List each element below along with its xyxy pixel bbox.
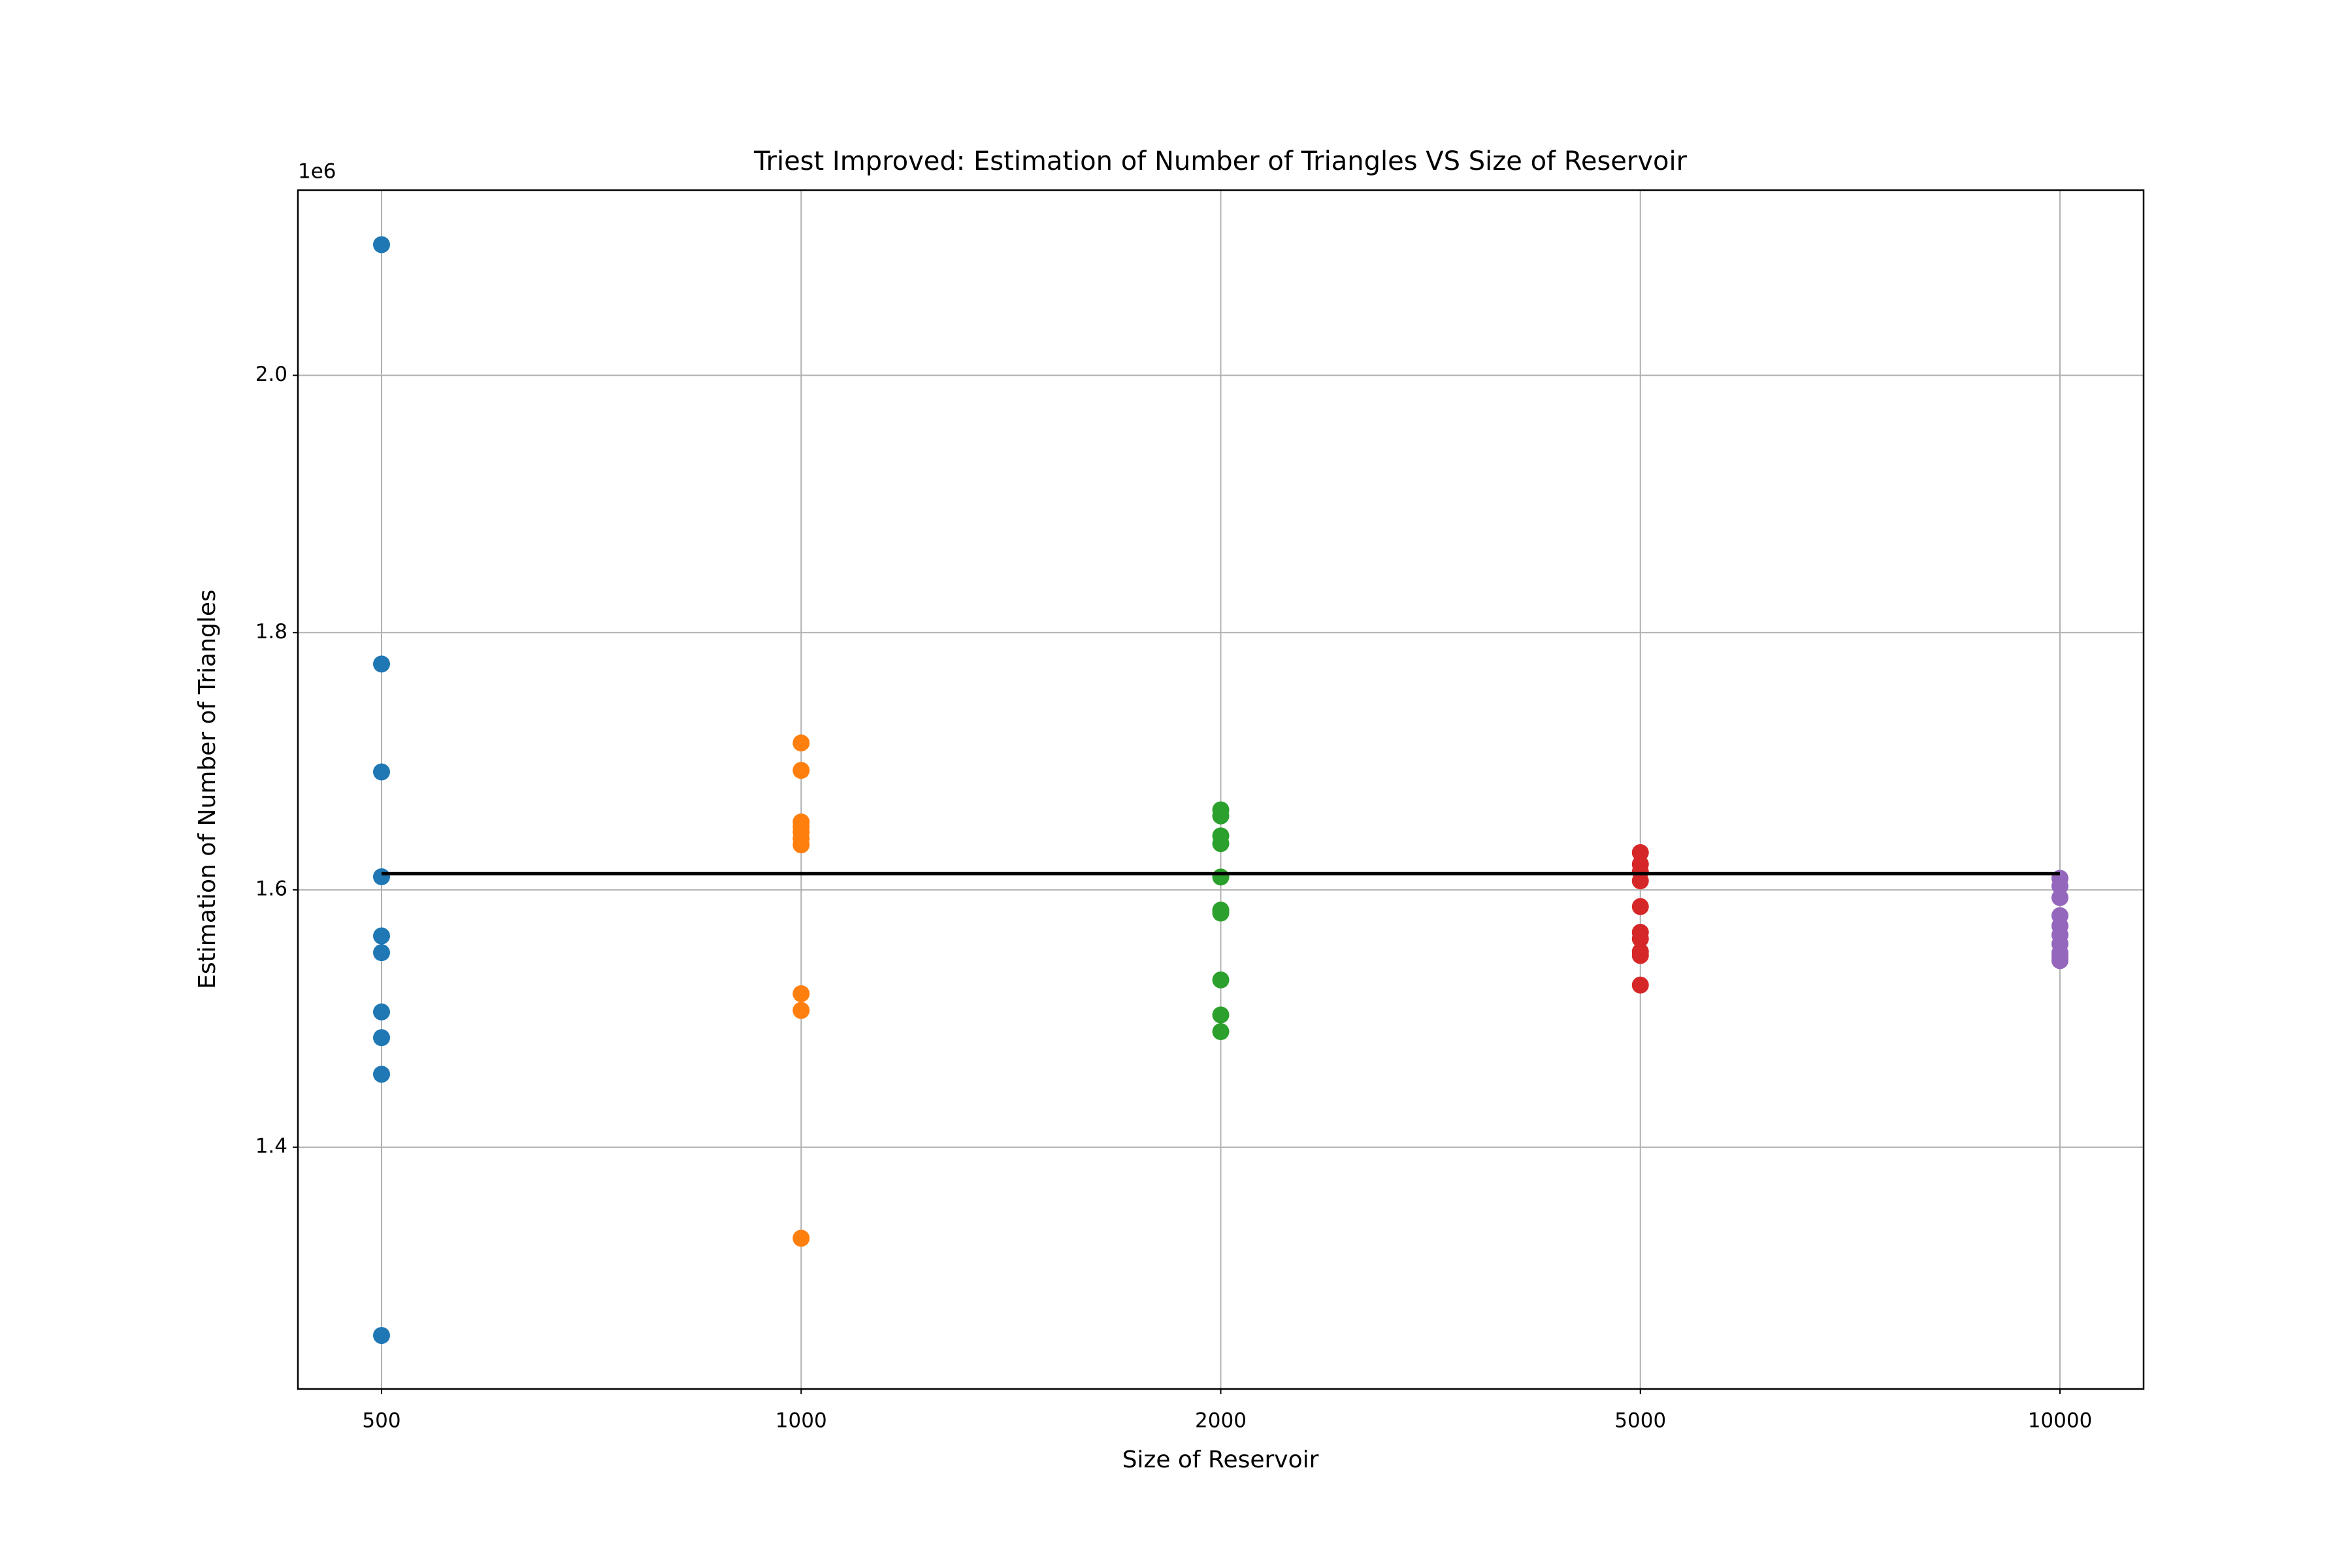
- chart-title: Triest Improved: Estimation of Number of…: [753, 146, 1688, 176]
- point: [792, 734, 810, 752]
- point: [792, 836, 810, 854]
- y-tick-label: 2.0: [255, 363, 287, 386]
- point: [792, 1230, 810, 1247]
- point: [373, 944, 390, 962]
- point: [792, 1002, 810, 1019]
- y-tick-label: 1.8: [255, 620, 287, 644]
- y-tick-label: 1.6: [255, 877, 287, 901]
- x-tick-label: 10000: [2028, 1409, 2093, 1433]
- point: [1212, 868, 1230, 886]
- x-tick-label: 500: [362, 1409, 400, 1433]
- point: [373, 1327, 390, 1345]
- point: [1631, 898, 1649, 915]
- point: [1212, 1006, 1230, 1024]
- point: [1212, 1023, 1230, 1041]
- plot-area: 1.4 1.6 1.8 2.0 500 1000 2000 5000 10000: [255, 190, 2144, 1433]
- point: [1631, 872, 1649, 890]
- point: [1212, 904, 1230, 922]
- point: [373, 236, 390, 253]
- y-tick-label: 1.4: [255, 1134, 287, 1158]
- point: [792, 985, 810, 1002]
- point: [1212, 807, 1230, 825]
- point: [2051, 952, 2068, 970]
- y-axis-label: Estimation of Number of Triangles: [194, 589, 221, 989]
- point: [2051, 889, 2068, 906]
- point: [373, 1029, 390, 1047]
- x-tick-label: 2000: [1195, 1409, 1247, 1433]
- point: [373, 655, 390, 673]
- point: [1212, 971, 1230, 988]
- point: [1631, 947, 1649, 964]
- point: [1631, 976, 1649, 994]
- point: [373, 927, 390, 945]
- x-tick-label: 5000: [1614, 1409, 1666, 1433]
- axes-frame: [297, 189, 2145, 1390]
- point: [373, 1066, 390, 1083]
- point: [1212, 835, 1230, 853]
- point: [792, 762, 810, 779]
- x-axis-label: Size of Reservoir: [1122, 1446, 1319, 1473]
- y-offset-label: 1e6: [298, 160, 336, 184]
- x-tick-label: 1000: [776, 1409, 827, 1433]
- point: [373, 868, 390, 885]
- point: [1631, 930, 1649, 947]
- point: [373, 763, 390, 781]
- point: [373, 1003, 390, 1021]
